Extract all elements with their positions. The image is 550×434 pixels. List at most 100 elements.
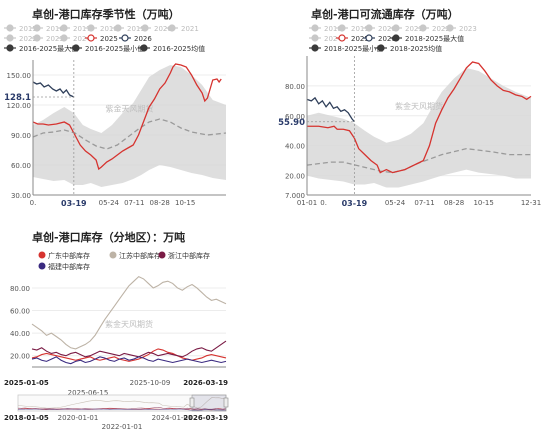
x-tick-label: 07-11 [414, 199, 434, 207]
series-line-2025 [32, 63, 222, 171]
legend-marker [141, 24, 149, 32]
legend-label: 2024 [324, 35, 342, 43]
legend-marker [168, 24, 176, 32]
legend-label: 2018 [324, 25, 342, 33]
series-line-2 [31, 275, 227, 350]
legend-label: 2025 [100, 35, 118, 43]
legend-label: 广东中部库存 [48, 251, 90, 260]
cursor-value-label: 55.90 [278, 118, 305, 128]
x-tick-label: 0. [320, 199, 327, 207]
legend-label: 2017 [73, 25, 91, 33]
navigator-tick-label: 2018-01-05 [4, 414, 49, 422]
legend-item[interactable]: 2024 [309, 34, 342, 43]
legend-label: 2022 [19, 35, 37, 43]
x-tick-label: 08-28 [150, 199, 170, 207]
legend-item[interactable]: 2022 [417, 24, 450, 33]
legend-label: 2023 [459, 25, 477, 33]
y-tick-label: 40.00 [10, 330, 30, 338]
navigator-handle-right[interactable] [223, 397, 229, 408]
legend-label: 2016-2025均值 [153, 44, 205, 53]
legend-item[interactable]: 福建中部库存 [38, 262, 91, 271]
navigator-handle-left[interactable] [189, 397, 195, 408]
watermark: 紫金天风期货 [395, 101, 443, 111]
y-tick-label: 7.000 [285, 192, 305, 200]
legend-marker [121, 34, 129, 42]
legend-label: 2018 [100, 25, 118, 33]
legend-item[interactable]: 2016-2025均值 [138, 44, 205, 53]
average-line [32, 118, 227, 150]
legend-label: 2019 [351, 25, 369, 33]
legend-item[interactable]: 2016-2025最小值 [70, 44, 144, 53]
seasonal-inventory-chart[interactable]: 2015 2016 2017 2018 2019 2020 2021 2022 2023 2024… [0, 0, 275, 215]
y-tick-label: 60.00 [11, 162, 31, 170]
legend-item[interactable]: 2023 [31, 34, 64, 43]
legend-item[interactable]: 2017 [58, 24, 91, 33]
legend-item[interactable]: 2026 [119, 34, 152, 43]
legend-marker [60, 34, 68, 42]
legend-item[interactable]: 2018 [309, 24, 342, 33]
legend-marker [87, 24, 95, 32]
legend-item[interactable]: 2021 [390, 24, 423, 33]
legend-label: 2019 [127, 25, 145, 33]
legend-item[interactable]: 2023 [444, 24, 477, 33]
tradable-inventory-chart[interactable]: 2018 2019 2020 2021 2022 2023 2024 2025 2026 2018… [275, 0, 550, 215]
legend-label: 2023 [46, 35, 64, 43]
x-tick-label: 0. [30, 199, 37, 207]
series-line-2026 [306, 96, 355, 123]
x-start-label: 2025-01-05 [4, 379, 49, 387]
legend-item[interactable]: 2016-2025最大值 [4, 44, 78, 53]
y-tick-label: 150.00 [7, 72, 32, 80]
legend-item[interactable]: 2016 [31, 24, 64, 33]
legend-label: 2015 [19, 25, 37, 33]
legend-label: 江苏中部库存 [119, 251, 161, 260]
series-line-2026 [32, 81, 75, 98]
x-end-label: 2026-03-19 [183, 379, 228, 387]
legend-item[interactable]: 2018-2025最小值 [309, 44, 383, 53]
legend-item[interactable]: 2018-2025最大值 [390, 34, 464, 43]
navigator-selection [191, 394, 227, 412]
legend-item[interactable]: 2025 [85, 34, 118, 43]
legend-item[interactable]: 2025 [336, 34, 369, 43]
x-tick-label: 2025-06-15 [68, 389, 109, 397]
legend-marker [365, 34, 373, 42]
legend-marker [392, 34, 400, 42]
legend-marker [338, 24, 346, 32]
legend-label: 2021 [181, 25, 199, 33]
navigator-tick-label: 2020-01-01 [58, 414, 99, 422]
legend-label: 2020 [154, 25, 172, 33]
legend-item[interactable]: 2021 [166, 24, 199, 33]
legend-item[interactable]: 广东中部库存 [38, 251, 91, 260]
x-tick-label: 10-15 [175, 199, 195, 207]
y-tick-label: 80.00 [285, 83, 305, 91]
legend-marker [6, 24, 14, 32]
legend-label: 2021 [405, 25, 423, 33]
legend-item[interactable]: 2022 [4, 34, 37, 43]
legend-marker [33, 34, 41, 42]
legend-item[interactable]: 2019 [336, 24, 369, 33]
legend-item[interactable]: 江苏中部库存 [109, 251, 162, 260]
legend-item[interactable]: 2026 [363, 34, 396, 43]
legend-marker [114, 24, 122, 32]
y-tick-label: 60.00 [10, 308, 30, 316]
chart-title: 卓创-港口库存季节性（万吨） [32, 8, 180, 21]
legend-label: 2026 [378, 35, 396, 43]
y-tick-label: 90.00 [11, 132, 31, 140]
legend-item[interactable]: 2018-2025均值 [375, 44, 442, 53]
legend-label: 2022 [432, 25, 450, 33]
legend-item[interactable]: 2020 [363, 24, 396, 33]
legend-marker [392, 24, 400, 32]
legend-item[interactable]: 2015 [4, 24, 37, 33]
max-min-range-band [33, 65, 226, 187]
legend-item[interactable]: 2024 [58, 34, 91, 43]
legend-item[interactable]: 浙江中部库存 [158, 251, 211, 260]
y-tick-label: 20.00 [285, 173, 305, 181]
legend-item[interactable]: 2018 [85, 24, 118, 33]
legend-marker [338, 34, 346, 42]
navigator-tick-label: 2022-01-01 [102, 423, 143, 431]
legend-marker [60, 24, 68, 32]
legend-item[interactable]: 2020 [139, 24, 172, 33]
legend-marker [6, 34, 14, 42]
x-tick-label: 05-24 [99, 199, 120, 207]
legend-item[interactable]: 2019 [112, 24, 145, 33]
